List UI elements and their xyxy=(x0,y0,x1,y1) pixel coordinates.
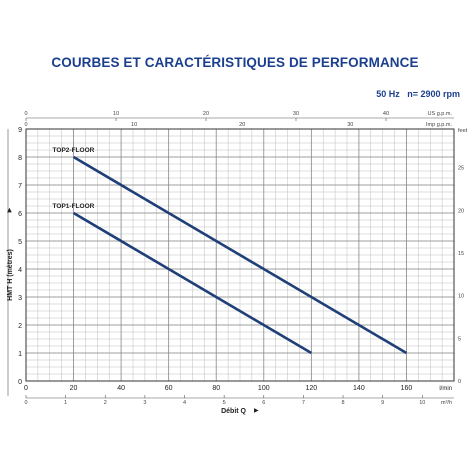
m3h-tick-label: 8 xyxy=(342,400,345,406)
us-gpm-tick-label: 30 xyxy=(293,111,299,117)
m3h-tick-label: 7 xyxy=(302,400,305,406)
feet-tick-label: 0 xyxy=(458,379,461,385)
m3h-tick-label: 9 xyxy=(381,400,384,406)
x-tick-label: 80 xyxy=(212,385,220,392)
y-tick-label: 2 xyxy=(18,323,22,330)
series-line-top2-floor xyxy=(72,155,408,355)
chart-title: COURBES ET CARACTÉRISTIQUES DE PERFORMAN… xyxy=(51,55,419,70)
x-axis-arrow: ▶ xyxy=(254,408,259,414)
y-tick-label: 6 xyxy=(18,211,22,218)
us-gpm-tick-label: 10 xyxy=(113,111,119,117)
m3h-tick-label: 0 xyxy=(24,400,27,406)
y-axis-arrow: ▶ xyxy=(7,207,13,212)
m3h-tick-label: 2 xyxy=(104,400,107,406)
speed-label: n= 2900 rpm xyxy=(407,89,460,99)
m3h-tick-label: 10 xyxy=(419,400,425,406)
y-tick-label: 9 xyxy=(18,127,22,134)
x-tick-label: 120 xyxy=(305,385,317,392)
x-unit-label: l/min xyxy=(439,386,452,392)
x-tick-label: 20 xyxy=(70,385,78,392)
imp-gpm-unit-label: Imp g.p.m. xyxy=(426,122,452,128)
us-gpm-tick-label: 0 xyxy=(24,111,27,117)
x-axis-title: Débit Q xyxy=(221,408,246,415)
feet-tick-label: 15 xyxy=(458,251,464,257)
x-tick-label: 100 xyxy=(258,385,270,392)
x-tick-label: 60 xyxy=(165,385,173,392)
plot-frame xyxy=(25,128,455,382)
m3h-unit-label: m³/h xyxy=(441,400,452,406)
m3h-tick-label: 5 xyxy=(223,400,226,406)
feet-tick-label: 5 xyxy=(458,336,461,342)
feet-tick-label: 25 xyxy=(458,166,464,172)
frequency-label: 50 Hz xyxy=(376,89,400,99)
m3h-tick-label: 3 xyxy=(143,400,146,406)
imp-gpm-tick-label: 30 xyxy=(347,122,353,128)
x-tick-label: 0 xyxy=(24,385,28,392)
axes xyxy=(7,117,455,399)
y-tick-label: 4 xyxy=(18,267,22,274)
series-label-top2-floor: TOP2-FLOOR xyxy=(53,147,95,154)
feet-tick-label: 10 xyxy=(458,294,464,300)
x-tick-label: 140 xyxy=(353,385,365,392)
imp-gpm-tick-label: 0 xyxy=(24,122,27,128)
x-tick-label: 40 xyxy=(117,385,125,392)
y-tick-label: 1 xyxy=(18,351,22,358)
y-tick-label: 3 xyxy=(18,295,22,302)
y-tick-label: 0 xyxy=(18,379,22,386)
chart-subtitle: 50 Hz n= 2900 rpm xyxy=(376,89,460,99)
y-tick-label: 7 xyxy=(18,183,22,190)
us-gpm-tick-label: 40 xyxy=(383,111,389,117)
y-tick-label: 5 xyxy=(18,239,22,246)
y-axis-title: HMT H (mètres) xyxy=(7,249,14,301)
feet-tick-label: 20 xyxy=(458,208,464,214)
feet-unit-label: feet xyxy=(458,128,468,134)
y-tick-label: 8 xyxy=(18,155,22,162)
series-label-top1-floor: TOP1-FLOOR xyxy=(53,203,95,210)
m3h-tick-label: 1 xyxy=(64,400,67,406)
x-tick-label: 160 xyxy=(401,385,413,392)
series-layer xyxy=(72,155,408,355)
grid xyxy=(25,128,455,382)
series-line-top1-floor xyxy=(72,211,312,355)
m3h-tick-label: 4 xyxy=(183,400,186,406)
m3h-tick-label: 6 xyxy=(262,400,265,406)
us-gpm-tick-label: 20 xyxy=(203,111,209,117)
imp-gpm-tick-label: 10 xyxy=(131,122,137,128)
us-gpm-unit-label: US g.p.m. xyxy=(428,111,453,117)
imp-gpm-tick-label: 20 xyxy=(239,122,245,128)
